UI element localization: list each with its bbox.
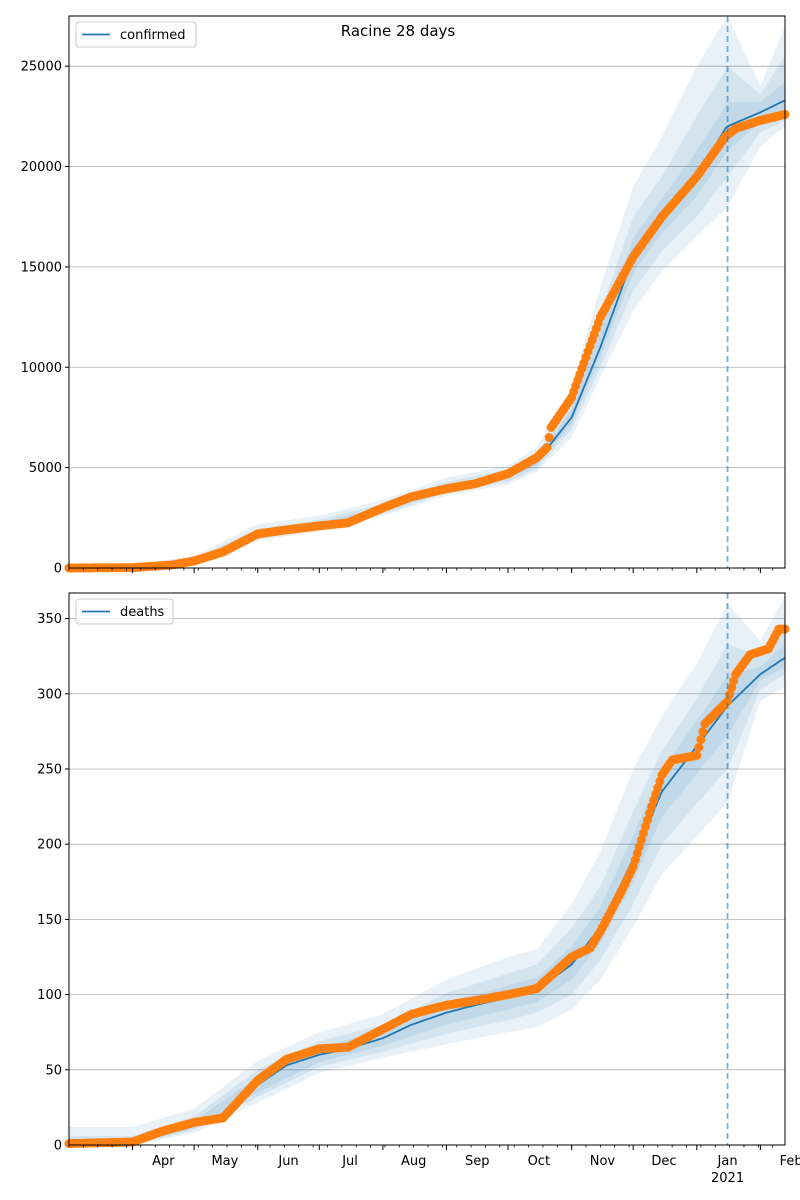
legend-box bbox=[75, 598, 174, 625]
legend-label: confirmed bbox=[120, 28, 186, 43]
x-tick-label: Dec bbox=[651, 1154, 676, 1169]
x-tick-label: Apr bbox=[152, 1154, 175, 1169]
observed-point bbox=[698, 727, 708, 737]
x-tick-label: Oct bbox=[528, 1154, 550, 1169]
y-tick-label: 15000 bbox=[21, 260, 62, 275]
uncertainty-band bbox=[69, 82, 785, 568]
x-tick-label: Jul bbox=[341, 1154, 358, 1169]
axes-frame bbox=[68, 592, 786, 1146]
observed-point bbox=[696, 735, 706, 745]
y-tick-label: 20000 bbox=[21, 160, 62, 175]
y-tick-label: 200 bbox=[37, 838, 62, 853]
x-year-label: 2021 bbox=[711, 1171, 744, 1186]
y-tick-label: 0 bbox=[54, 562, 62, 577]
observed-point bbox=[542, 443, 552, 453]
x-tick-label: Sep bbox=[465, 1154, 490, 1169]
deaths-panel: 0 50 100 150 200 250 300 350 Apr May Jun Jul Aug Sep O… bbox=[37, 592, 800, 1186]
observed-point bbox=[727, 683, 737, 693]
legend-box bbox=[75, 21, 197, 48]
x-tick-label: Feb bbox=[780, 1154, 800, 1169]
legend: deaths bbox=[75, 598, 174, 625]
uncertainty-band bbox=[69, 596, 785, 1145]
legend: confirmed bbox=[75, 21, 197, 48]
uncertainty-band bbox=[69, 16, 785, 568]
legend-label: deaths bbox=[120, 605, 165, 620]
axes-frame bbox=[68, 15, 786, 569]
x-tick-label: May bbox=[211, 1154, 238, 1169]
observed-point bbox=[694, 743, 704, 752]
y-tick-label: 5000 bbox=[29, 461, 62, 476]
y-tick-label: 150 bbox=[37, 913, 62, 928]
observed-point bbox=[692, 750, 702, 760]
confirmed-panel: 0 5000 10000 15000 20000 25000 confirmed bbox=[21, 15, 790, 577]
x-tick-label: Nov bbox=[590, 1154, 616, 1169]
x-tick-label: Jun bbox=[277, 1154, 298, 1169]
y-tick-label: 50 bbox=[45, 1063, 62, 1078]
uncertainty-band bbox=[69, 56, 785, 568]
chart-title: Racine 28 days bbox=[341, 22, 456, 40]
y-tick-label: 250 bbox=[37, 762, 62, 777]
observed-point bbox=[729, 676, 739, 686]
observed-point bbox=[544, 433, 554, 442]
x-tick-label: Aug bbox=[401, 1154, 426, 1169]
y-tick-label: 300 bbox=[37, 687, 62, 702]
y-tick-label: 25000 bbox=[21, 60, 62, 75]
y-tick-label: 350 bbox=[37, 612, 62, 627]
y-tick-label: 100 bbox=[37, 988, 62, 1003]
uncertainty-band bbox=[69, 623, 785, 1145]
x-tick-label: Jan bbox=[717, 1154, 738, 1169]
y-tick-label: 0 bbox=[54, 1139, 62, 1154]
y-tick-label: 10000 bbox=[21, 361, 62, 376]
observed-point bbox=[723, 696, 733, 706]
